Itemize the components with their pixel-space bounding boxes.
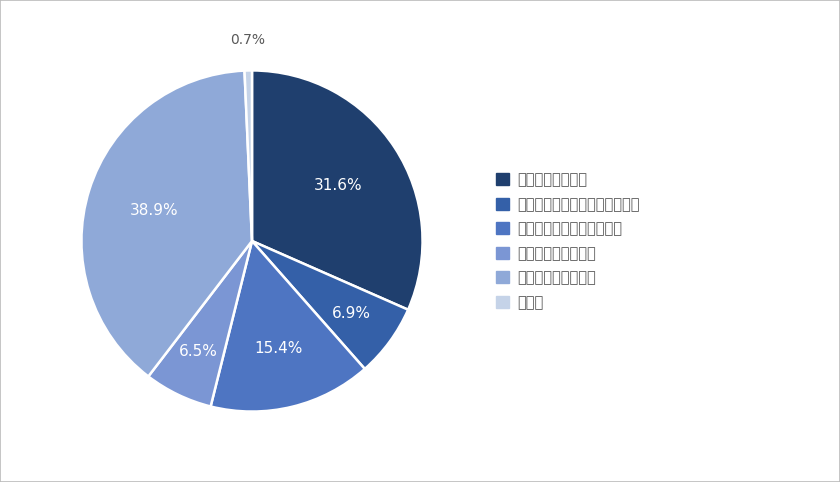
Wedge shape: [81, 70, 252, 376]
Legend: 生活のために必要, 働くこと自体が楽しい（好き）, 興味がある仕事を始めたい, 稼げる仕事をしたい, あまり働きたくない, その他: 生活のために必要, 働くこと自体が楽しい（好き）, 興味がある仕事を始めたい, …: [490, 166, 646, 316]
Text: 38.9%: 38.9%: [130, 203, 179, 218]
Text: 31.6%: 31.6%: [313, 177, 362, 193]
Text: 15.4%: 15.4%: [254, 341, 302, 356]
Wedge shape: [252, 241, 408, 369]
Wedge shape: [149, 241, 252, 406]
Wedge shape: [244, 70, 252, 241]
Wedge shape: [252, 70, 423, 310]
Text: 6.9%: 6.9%: [332, 306, 370, 321]
Text: 0.7%: 0.7%: [230, 33, 265, 47]
Text: 6.5%: 6.5%: [179, 344, 218, 359]
Wedge shape: [211, 241, 365, 412]
